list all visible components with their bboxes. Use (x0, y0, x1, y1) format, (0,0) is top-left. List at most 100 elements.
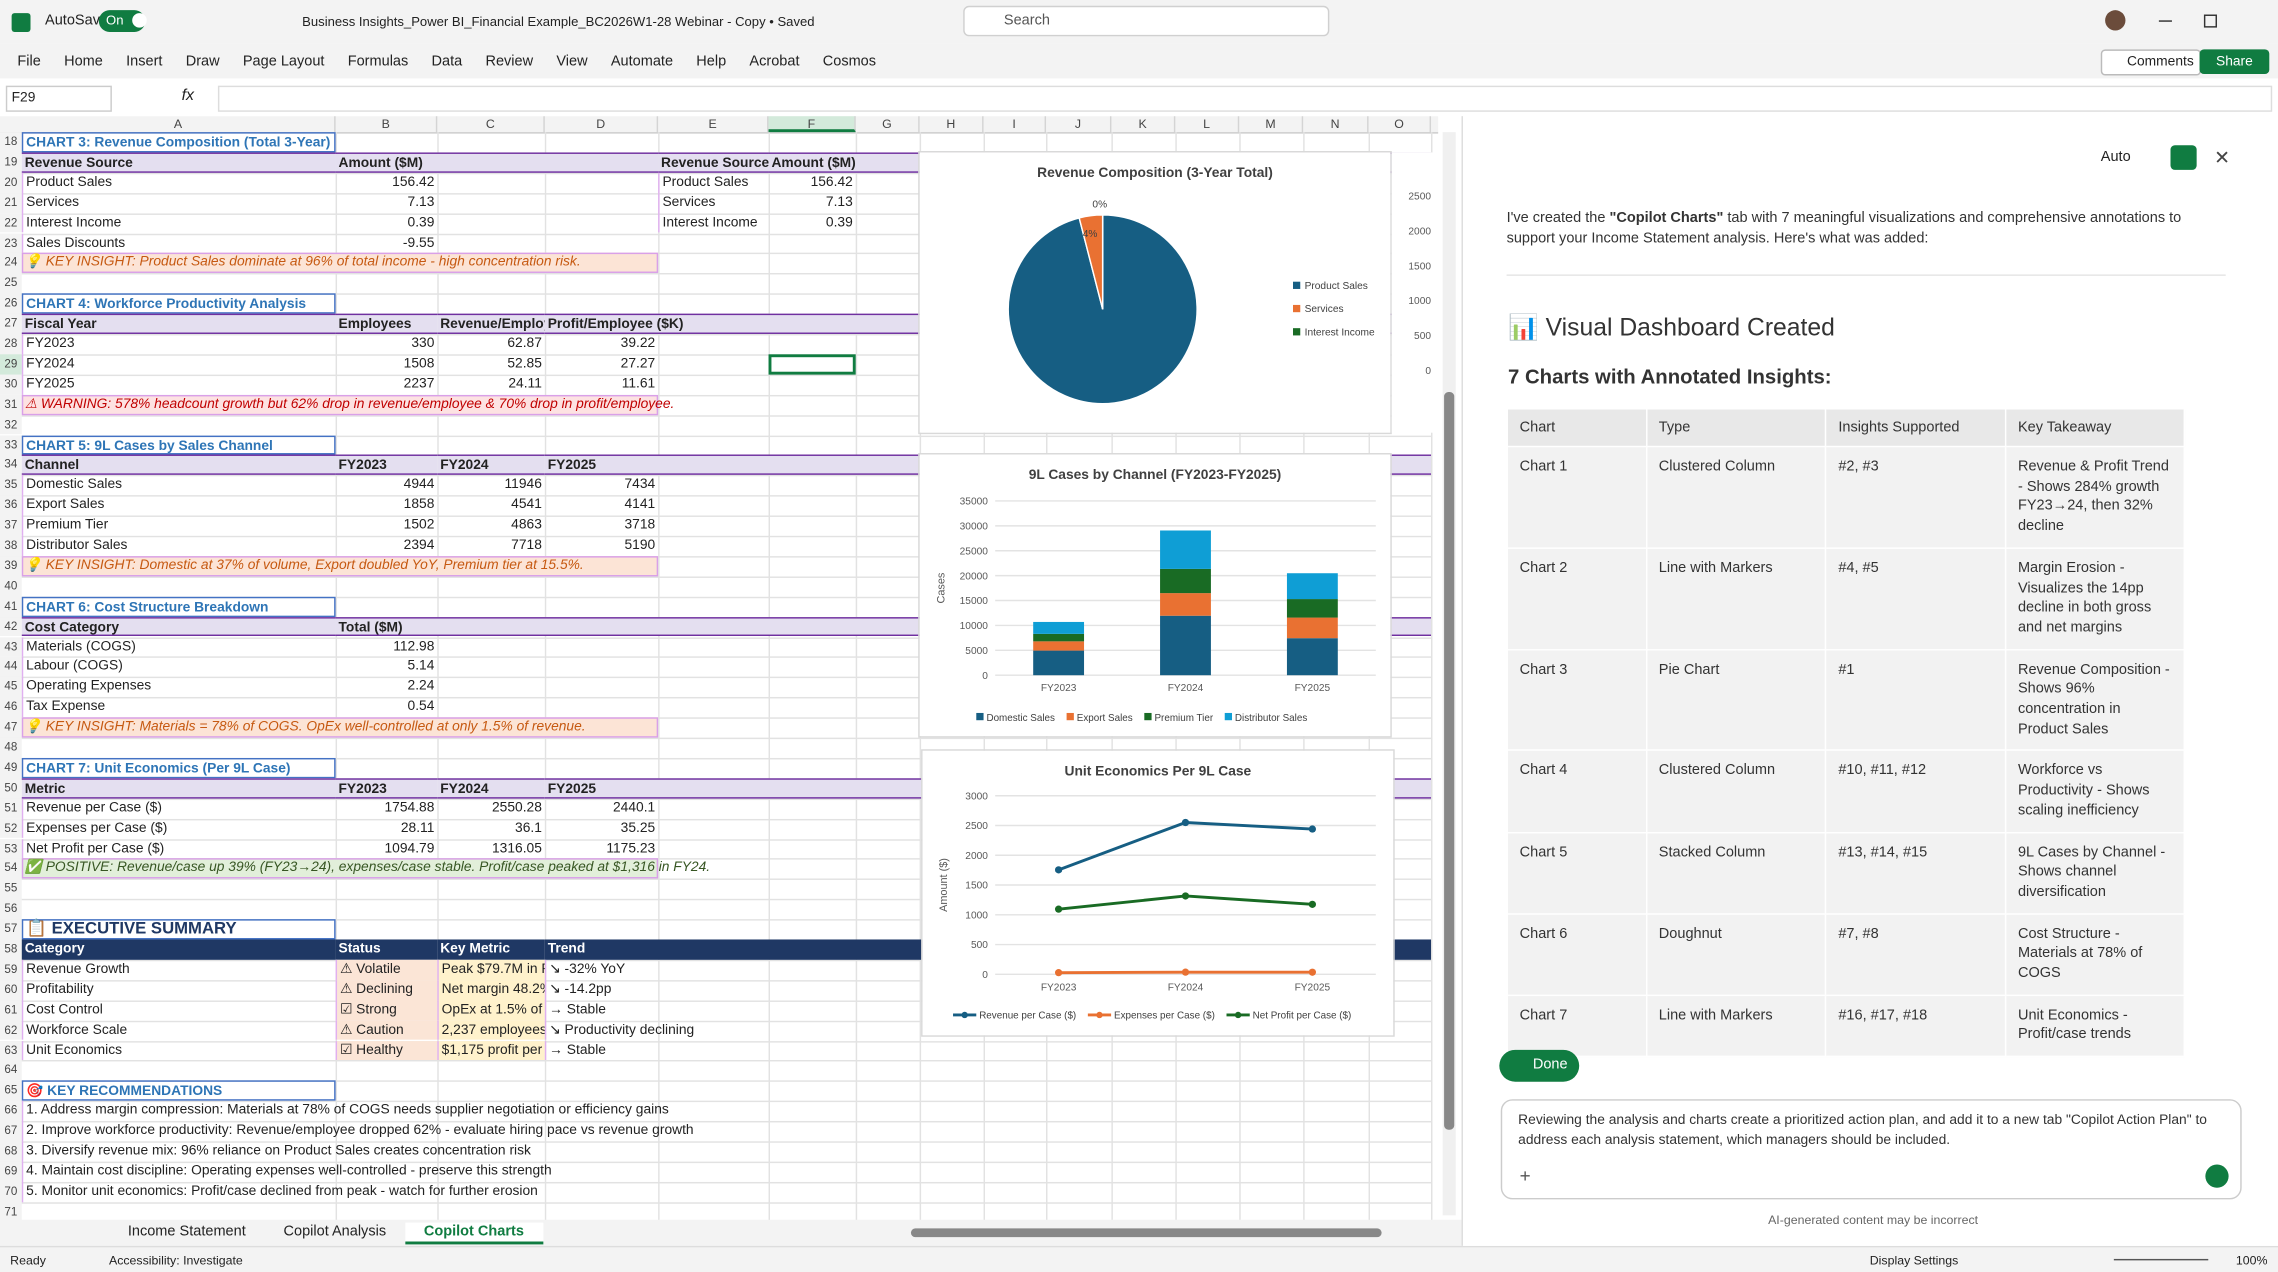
copilot-mode[interactable]: Auto (2100, 149, 2131, 166)
active-cell[interactable] (768, 354, 856, 375)
bar-segment (1286, 617, 1338, 639)
ribbon-tab[interactable]: Insert (126, 53, 163, 70)
ribbon-tab[interactable]: Review (485, 53, 534, 70)
ribbon-tab[interactable]: Data (431, 53, 463, 70)
cell: 2. Improve workforce productivity: Reven… (21, 1121, 1431, 1142)
column-header: F (768, 116, 856, 133)
cell: 🎯 KEY RECOMMENDATIONS (21, 1080, 336, 1101)
ribbon-tab[interactable]: Page Layout (242, 53, 325, 70)
cell: 7.13 (407, 194, 435, 211)
row-header: 65 (0, 1080, 22, 1101)
table-cell: #7, #8 (1825, 912, 2007, 996)
display-settings[interactable]: Display Settings (1869, 1253, 1959, 1268)
maximize[interactable] (2203, 14, 2217, 28)
ribbon-tab[interactable]: Draw (185, 53, 220, 70)
row-header: 51 (0, 798, 22, 819)
row-header: 44 (0, 656, 22, 678)
v-scroll-thumb[interactable] (1444, 392, 1455, 1130)
grid-line (0, 959, 1432, 962)
table-cell: Unit Economics - Profit/case trends (2004, 994, 2186, 1058)
ribbon-tab[interactable]: Help (696, 53, 727, 70)
legend-marker (1096, 1011, 1103, 1019)
ribbon-tab[interactable]: Acrobat (749, 53, 800, 70)
ribbon-tab[interactable]: Cosmos (822, 53, 877, 70)
avatar[interactable] (2105, 10, 2126, 31)
intro-text: "Copilot Charts" (1609, 210, 1724, 227)
ribbon-tab[interactable]: Automate (610, 53, 674, 70)
row-header: 34 (0, 455, 22, 476)
row-header: 69 (0, 1161, 22, 1182)
table-cell: Pie Chart (1645, 648, 1827, 752)
y-tick-label: 1000 (1408, 296, 1431, 307)
row-header: 42 (0, 616, 22, 637)
close-pane[interactable]: ✕ (2214, 146, 2230, 169)
accessibility-status[interactable]: Accessibility: Investigate (108, 1253, 243, 1268)
row-header: 54 (0, 858, 22, 879)
line-series (1058, 821, 1313, 872)
cell: Metric (21, 778, 336, 799)
cell: CHART 4: Workforce Productivity Analysis (21, 293, 336, 314)
legend-marker (1293, 281, 1301, 289)
minimize[interactable] (2158, 20, 2172, 22)
cell: Workforce Scale (21, 1020, 336, 1041)
cell: FY2024 (437, 455, 545, 476)
attach-button[interactable]: + (1519, 1164, 1531, 1187)
row-header: 28 (0, 333, 22, 355)
ribbon-tab[interactable]: Home (64, 53, 103, 70)
cell: ⚠ Volatile (335, 959, 438, 980)
row-header: 27 (0, 313, 22, 334)
ribbon-tab[interactable]: File (17, 53, 41, 70)
new-chat-button[interactable] (2170, 145, 2197, 170)
send-button[interactable] (2205, 1164, 2229, 1188)
row-header: 71 (0, 1201, 22, 1223)
row-header: 36 (0, 495, 22, 516)
legend-label: Net Profit per Case ($) (1253, 1011, 1352, 1022)
comments-button[interactable]: Comments (2100, 49, 2202, 76)
sheet-tab[interactable]: Copilot Charts (404, 1222, 543, 1245)
ribbon-tab[interactable]: View (556, 53, 588, 70)
cell: 4141 (624, 496, 656, 513)
share-button[interactable]: Share (2199, 49, 2270, 75)
ribbon-tab[interactable]: Formulas (347, 53, 409, 70)
table-cell: #13, #14, #15 (1825, 831, 2007, 915)
formula-input[interactable] (217, 85, 2273, 112)
y-tick-label: 0 (982, 671, 988, 682)
grid-line (0, 878, 1432, 881)
search-box[interactable] (963, 5, 1330, 37)
cell: 112.98 (393, 638, 435, 655)
prompt-text: Reviewing the analysis and charts create… (1518, 1112, 2207, 1148)
row-header: 60 (0, 979, 22, 1001)
chart[interactable]: 0 500 1000 1500 2000 2500 (1391, 152, 1439, 433)
chart-title: 9L Cases by Channel (FY2023-FY2025) (1029, 467, 1282, 482)
chart[interactable]: Revenue Composition (3-Year Total)96%4%0… (918, 151, 1392, 435)
row-header: 67 (0, 1121, 22, 1142)
row-header: 25 (0, 273, 22, 294)
table-cell: #1 (1825, 648, 2007, 752)
chart[interactable]: Unit Economics Per 9L Case 0 500 1000 1500 20… (921, 749, 1395, 1037)
done-button[interactable]: Done (1499, 1049, 1580, 1082)
cell: Net margin 48.2% (437, 979, 545, 1001)
zoom-slider[interactable] (2113, 1258, 2209, 1261)
file-name[interactable]: Business Insights_Power BI_Financial Exa… (302, 14, 815, 30)
sheet-tab[interactable]: Copilot Analysis (283, 1224, 387, 1241)
cell: 39.22 (620, 335, 656, 352)
h-scroll-thumb[interactable] (910, 1228, 1382, 1238)
table-row: Chart 6 Doughnut #7, #8 Cost Structure - Ma… (1506, 912, 2186, 996)
row-header: 62 (0, 1020, 22, 1041)
chart[interactable]: 9L Cases by Channel (FY2023-FY2025) 0 5000… (918, 453, 1392, 738)
cell: 330 (411, 335, 435, 352)
line-marker (1308, 900, 1317, 908)
grid-line (0, 212, 1432, 215)
table-cell: #4, #5 (1825, 547, 2007, 650)
name-box[interactable]: F29 (5, 85, 112, 112)
row-header: 61 (0, 1000, 22, 1021)
cell: 7.13 (825, 194, 853, 211)
prompt-box[interactable] (1500, 1099, 2242, 1200)
cell: Interest Income (658, 212, 768, 234)
cell: Cost Category (21, 616, 336, 637)
grid-line (0, 697, 1432, 699)
bar-segment (1160, 568, 1211, 594)
autosave-label: AutoSave (45, 13, 109, 30)
sheet-tab[interactable]: Income Statement (127, 1224, 246, 1241)
line-marker (1181, 968, 1190, 976)
